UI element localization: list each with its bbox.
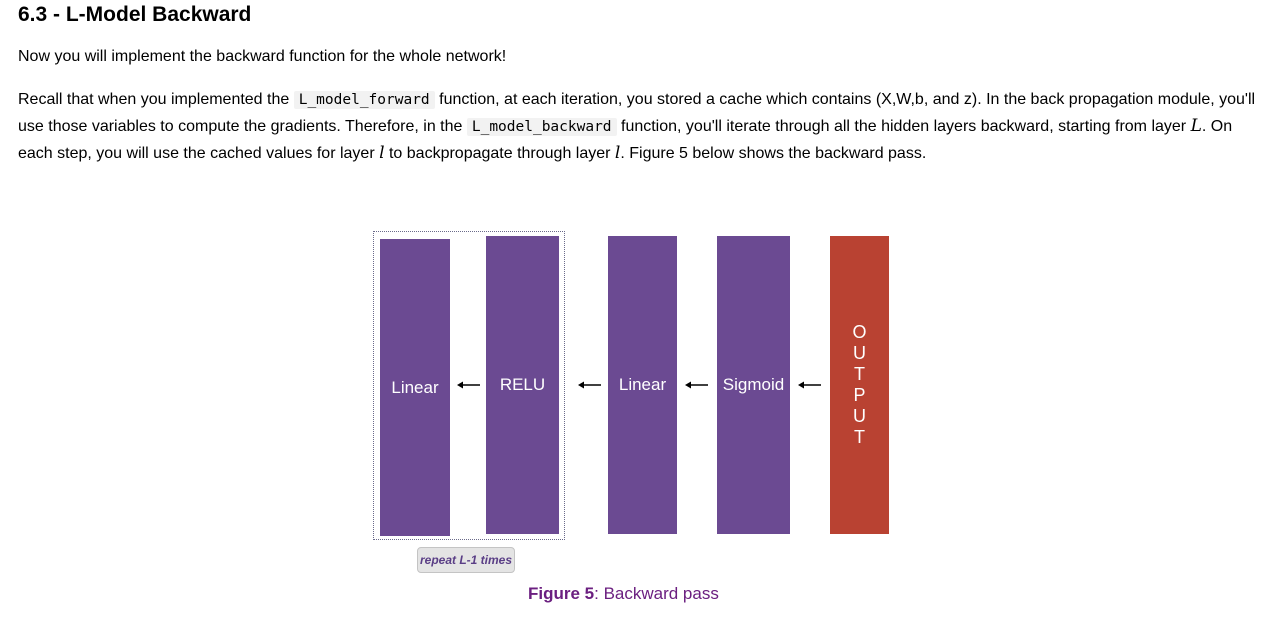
block-label: RELU: [499, 375, 546, 394]
relu-block: RELU: [486, 236, 559, 534]
linear-block: Linear: [380, 239, 450, 536]
math-layer-l: l: [614, 143, 621, 163]
paragraph-text: function, you'll iterate through all the…: [616, 118, 1191, 135]
paragraph-text: Recall that when you implemented the: [18, 91, 294, 108]
code-l-model-backward: L_model_backward: [466, 118, 617, 136]
output-letter: U: [852, 343, 866, 363]
output-letter: T: [853, 364, 865, 384]
left-arrow-icon: [797, 380, 823, 390]
math-layer-L: L: [1190, 116, 1202, 136]
intro-text: Now you will implement the backward func…: [18, 48, 507, 65]
caption-text: : Backward pass: [594, 584, 719, 603]
repeat-group-outline: [373, 231, 565, 540]
output-letter: T: [853, 427, 865, 447]
figure-caption: Figure 5: Backward pass: [528, 584, 719, 604]
paragraph-text: . Figure 5 below shows the backward pass…: [620, 145, 927, 162]
math-layer-l: l: [379, 143, 385, 163]
paragraph-text: function, at each iteration, you stored …: [18, 91, 1256, 135]
code-l-model-forward: L_model_forward: [293, 91, 435, 109]
output-block: O U T P U T: [830, 236, 889, 534]
sigmoid-block: Sigmoid: [717, 236, 790, 534]
linear-block: Linear: [608, 236, 677, 534]
explanation-paragraph: Recall that when you implemented the L_m…: [18, 87, 1258, 167]
output-letter: O: [852, 322, 867, 342]
paragraph-text: to backpropagate through layer: [384, 145, 615, 162]
output-label: O U T P U T: [852, 322, 866, 448]
output-letter: P: [853, 385, 866, 405]
left-arrow-icon: [456, 380, 482, 390]
repeat-label: repeat L-1 times: [417, 547, 515, 573]
caption-label: Figure 5: [528, 584, 595, 603]
block-label: Linear: [391, 377, 439, 397]
block-label: Sigmoid: [722, 375, 785, 394]
left-arrow-icon: [684, 380, 710, 390]
section-heading: 6.3 - L-Model Backward: [18, 3, 252, 26]
left-arrow-icon: [577, 380, 603, 390]
paragraph-text: . On each step, you will use the cached …: [18, 118, 1233, 162]
output-letter: U: [852, 406, 866, 426]
block-label: Linear: [618, 375, 667, 394]
